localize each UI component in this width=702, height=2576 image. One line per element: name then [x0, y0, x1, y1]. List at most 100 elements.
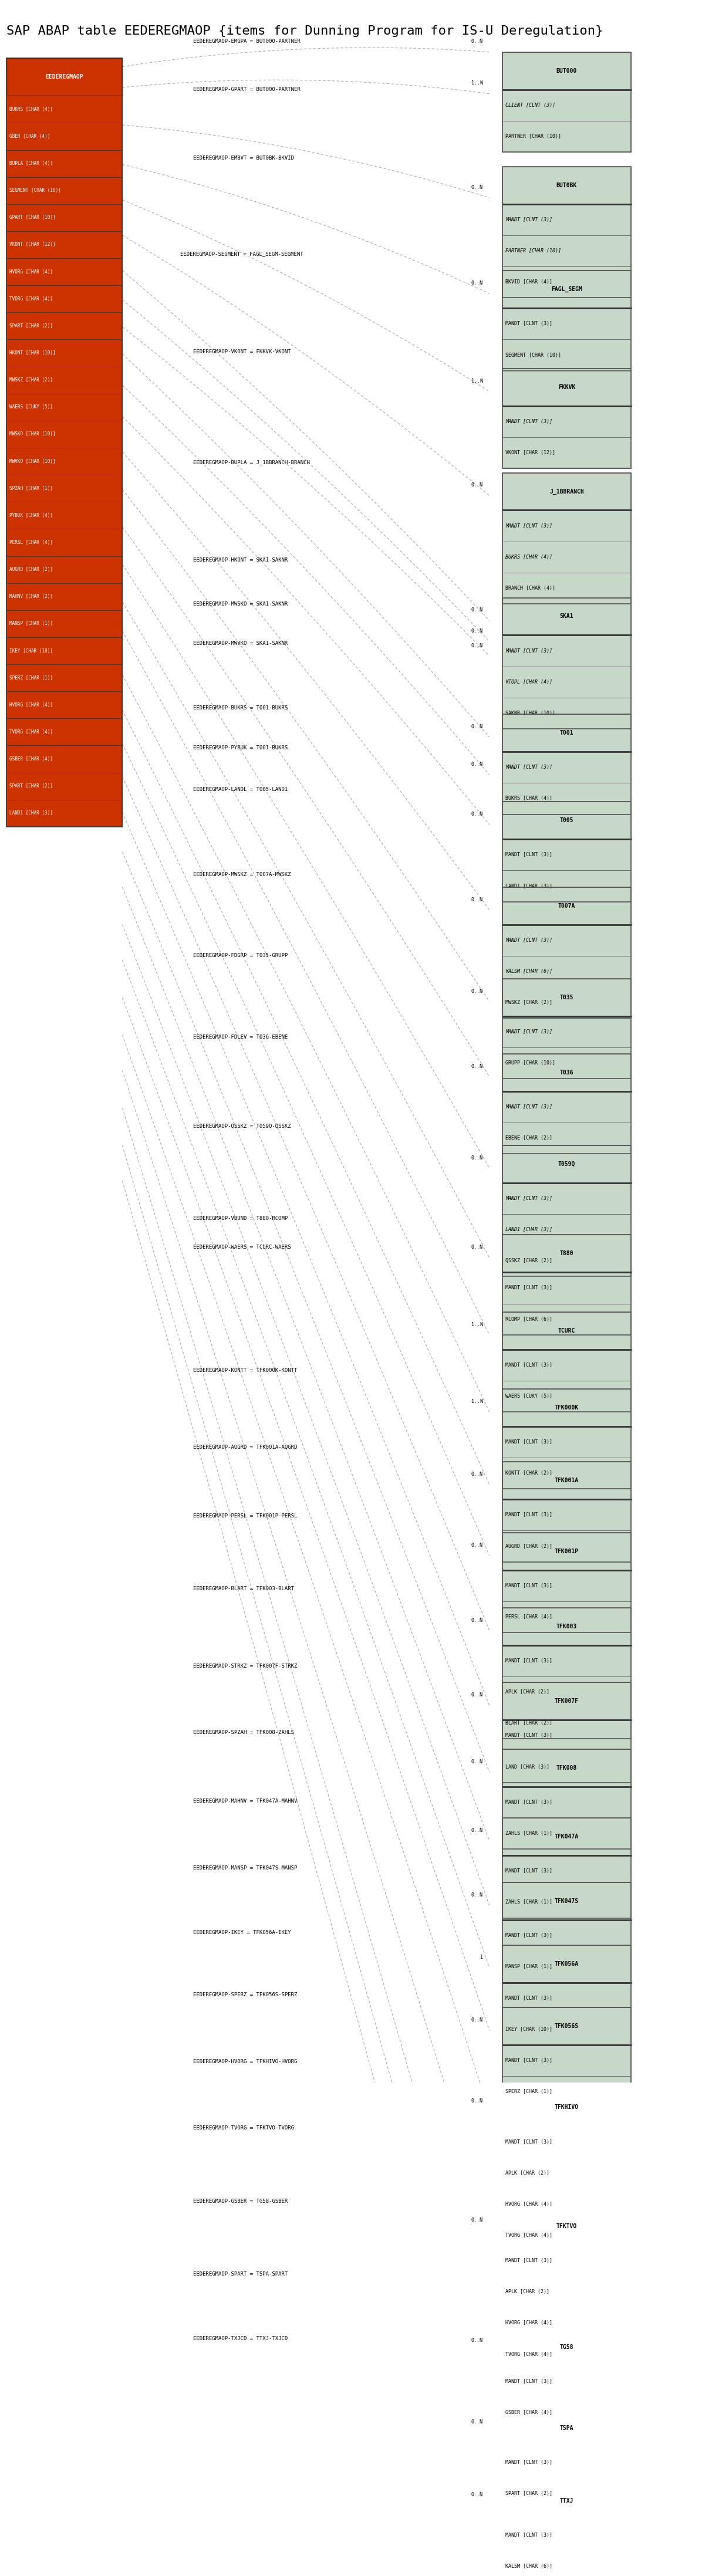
Text: TGS8: TGS8	[559, 2344, 574, 2349]
Text: T059Q: T059Q	[558, 1162, 576, 1167]
Text: EEDEREGMAOP-BUPLA = J_1BBRANCH-BRANCH: EEDEREGMAOP-BUPLA = J_1BBRANCH-BRANCH	[193, 459, 310, 464]
FancyBboxPatch shape	[503, 1054, 631, 1092]
Text: EEDEREGMAOP-FDGRP = T035-GRUPP: EEDEREGMAOP-FDGRP = T035-GRUPP	[193, 953, 288, 958]
Text: PARTNER [CHAR (10)]: PARTNER [CHAR (10)]	[505, 134, 562, 139]
Text: LAND1 [CHAR (3)]: LAND1 [CHAR (3)]	[505, 1226, 552, 1231]
Text: AUGRD [CHAR (2)]: AUGRD [CHAR (2)]	[10, 567, 53, 572]
Text: SAKNR [CHAR (10)]: SAKNR [CHAR (10)]	[505, 711, 555, 716]
Text: VKONT [CHAR (12)]: VKONT [CHAR (12)]	[10, 242, 55, 247]
FancyBboxPatch shape	[503, 1530, 631, 1561]
FancyBboxPatch shape	[6, 665, 122, 690]
Text: TVORG [CHAR (4)]: TVORG [CHAR (4)]	[505, 2233, 552, 2239]
Text: J_1BBRANCH: J_1BBRANCH	[550, 489, 584, 495]
FancyBboxPatch shape	[503, 1984, 631, 2014]
Text: EEDEREGMAOP-MANSP = TFK047S-MANSP: EEDEREGMAOP-MANSP = TFK047S-MANSP	[193, 1865, 298, 1870]
Text: MANDT [CLNT (3)]: MANDT [CLNT (3)]	[505, 523, 552, 528]
Text: SPART [CHAR (2)]: SPART [CHAR (2)]	[10, 783, 53, 788]
Text: KALSM [CHAR (6)]: KALSM [CHAR (6)]	[505, 2563, 552, 2568]
FancyBboxPatch shape	[503, 1677, 631, 1708]
FancyBboxPatch shape	[503, 2550, 631, 2576]
FancyBboxPatch shape	[503, 1499, 631, 1530]
FancyBboxPatch shape	[503, 2365, 631, 2396]
Text: T007A: T007A	[558, 904, 576, 909]
FancyBboxPatch shape	[6, 149, 122, 178]
Text: MANDT [CLNT (3)]: MANDT [CLNT (3)]	[505, 1801, 552, 1806]
FancyBboxPatch shape	[6, 286, 122, 312]
Text: 0.,N: 0.,N	[471, 644, 483, 649]
FancyBboxPatch shape	[503, 407, 631, 438]
Text: T035: T035	[559, 994, 574, 999]
Text: EEDEREGMAOP-BUKRS = T001-BUKRS: EEDEREGMAOP-BUKRS = T001-BUKRS	[193, 706, 288, 711]
Text: MANDT [CLNT (3)]: MANDT [CLNT (3)]	[505, 420, 552, 425]
Text: 0..N: 0..N	[471, 2099, 483, 2105]
Text: MANDT [CLNT (3)]: MANDT [CLNT (3)]	[505, 765, 552, 770]
Text: T880: T880	[559, 1252, 574, 1257]
Text: MANSP [CHAR (1)]: MANSP [CHAR (1)]	[10, 621, 53, 626]
FancyBboxPatch shape	[503, 1244, 631, 1278]
FancyBboxPatch shape	[6, 773, 122, 799]
FancyBboxPatch shape	[6, 528, 122, 556]
FancyBboxPatch shape	[503, 510, 631, 541]
Text: ZAHLS [CHAR (1)]: ZAHLS [CHAR (1)]	[505, 1899, 552, 1904]
FancyBboxPatch shape	[503, 438, 631, 469]
Text: IKEY [CHAR (10)]: IKEY [CHAR (10)]	[10, 649, 53, 654]
Text: PERSL [CHAR (4)]: PERSL [CHAR (4)]	[505, 1615, 552, 1620]
FancyBboxPatch shape	[503, 2409, 631, 2447]
FancyBboxPatch shape	[503, 979, 631, 1015]
Text: MANDT [CLNT (3)]: MANDT [CLNT (3)]	[505, 649, 552, 654]
Text: 0..N: 0..N	[471, 811, 483, 817]
Text: HVORG [CHAR (4)]: HVORG [CHAR (4)]	[505, 2202, 552, 2208]
FancyBboxPatch shape	[503, 598, 631, 636]
FancyBboxPatch shape	[503, 1213, 631, 1244]
FancyBboxPatch shape	[503, 1458, 631, 1489]
FancyBboxPatch shape	[6, 448, 122, 474]
FancyBboxPatch shape	[503, 2076, 631, 2107]
Text: KTOPL [CHAR (4)]: KTOPL [CHAR (4)]	[505, 680, 552, 685]
Text: SKA1: SKA1	[559, 613, 574, 618]
Text: GPART [CHAR (10)]: GPART [CHAR (10)]	[10, 214, 55, 222]
Text: EEDEREGMAOP-TVORG = TFKTVO-TVORG: EEDEREGMAOP-TVORG = TFKTVO-TVORG	[193, 2125, 294, 2130]
FancyBboxPatch shape	[503, 1749, 631, 1788]
Text: MANDT [CLNT (3)]: MANDT [CLNT (3)]	[505, 1659, 552, 1664]
FancyBboxPatch shape	[503, 1721, 631, 1752]
Text: 1: 1	[480, 1955, 483, 1960]
Text: MANDT [CLNT (3)]: MANDT [CLNT (3)]	[505, 1030, 552, 1036]
FancyBboxPatch shape	[6, 95, 122, 124]
Text: 0..N: 0..N	[471, 2491, 483, 2496]
FancyBboxPatch shape	[503, 340, 631, 371]
FancyBboxPatch shape	[503, 265, 631, 299]
FancyBboxPatch shape	[6, 502, 122, 528]
FancyBboxPatch shape	[503, 2014, 631, 2045]
Text: EBENE [CHAR (2)]: EBENE [CHAR (2)]	[505, 1136, 552, 1141]
FancyBboxPatch shape	[503, 2308, 631, 2339]
Text: 0..N: 0..N	[471, 608, 483, 613]
Text: 0..N: 0..N	[471, 1618, 483, 1623]
Text: MANDT [CLNT (3)]: MANDT [CLNT (3)]	[505, 216, 552, 222]
Text: EEDEREGMAOP-TXJCD = TTXJ-TXJCD: EEDEREGMAOP-TXJCD = TTXJ-TXJCD	[193, 2336, 288, 2342]
Text: EEDEREGMAOP-AUGRD = TFK001A-AUGRD: EEDEREGMAOP-AUGRD = TFK001A-AUGRD	[193, 1445, 298, 1450]
FancyBboxPatch shape	[503, 1886, 631, 1919]
Text: TVORG [CHAR (4)]: TVORG [CHAR (4)]	[10, 296, 53, 301]
Text: WAERS [CUKY (5)]: WAERS [CUKY (5)]	[505, 1394, 552, 1399]
Text: HVORG [CHAR (4)]: HVORG [CHAR (4)]	[505, 2321, 552, 2326]
Text: LAND1 [CHAR (3)]: LAND1 [CHAR (3)]	[505, 884, 552, 889]
Text: EEDEREGMAOP-FDLEV = T036-EBENE: EEDEREGMAOP-FDLEV = T036-EBENE	[193, 1036, 288, 1041]
Text: FKKVK: FKKVK	[558, 384, 576, 392]
Text: PERSL [CHAR (4)]: PERSL [CHAR (4)]	[10, 541, 53, 546]
Text: 0..N: 0..N	[471, 1759, 483, 1765]
FancyBboxPatch shape	[6, 556, 122, 582]
FancyBboxPatch shape	[503, 1533, 631, 1571]
Text: MANDT [CLNT (3)]: MANDT [CLNT (3)]	[505, 1996, 552, 2002]
FancyBboxPatch shape	[6, 59, 122, 95]
FancyBboxPatch shape	[503, 309, 631, 340]
FancyBboxPatch shape	[503, 2519, 631, 2550]
Text: TFK001A: TFK001A	[555, 1479, 578, 1484]
Text: 0..N: 0..N	[471, 482, 483, 487]
FancyBboxPatch shape	[503, 121, 631, 152]
Text: 1..N: 1..N	[471, 1321, 483, 1327]
FancyBboxPatch shape	[503, 871, 631, 902]
Text: MAHNV [CHAR (2)]: MAHNV [CHAR (2)]	[10, 595, 53, 600]
Text: MANDT [CLNT (3)]: MANDT [CLNT (3)]	[505, 2532, 552, 2537]
Text: 0..N: 0..N	[471, 2339, 483, 2344]
Text: 0..N: 0..N	[471, 1471, 483, 1476]
